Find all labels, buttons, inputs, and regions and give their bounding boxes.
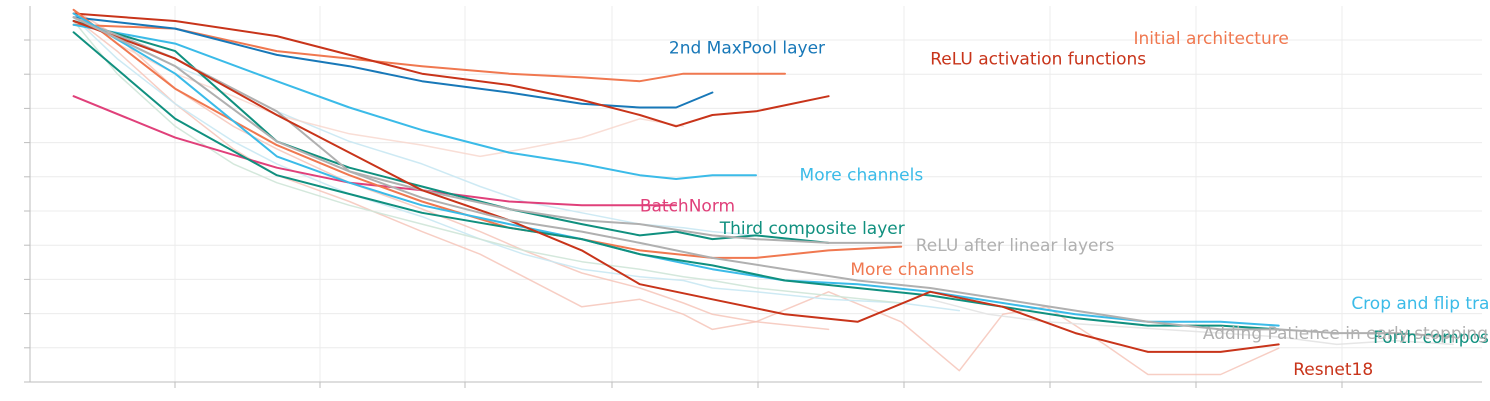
series-label-forth-composite-layer: Forth composite layer: [1373, 328, 1490, 348]
background-series: [72, 9, 1454, 376]
series-line-more-channels: [72, 23, 757, 180]
series-line-third-composite-layer: [72, 20, 830, 244]
series-line-faded-14: [72, 16, 961, 312]
series-line-initial-architecture: [72, 23, 786, 83]
series-label-batchnorm: BatchNorm: [640, 196, 735, 216]
series-line-forth-composite-layer: [72, 31, 1280, 331]
series-labels: Initial architecture 2nd MaxPool layer ReL…: [640, 29, 1490, 380]
series-label-third-composite-layer: Third composite layer: [719, 219, 905, 239]
series-label-initial-architecture: Initial architecture: [1134, 29, 1289, 49]
series-line-faded-16: [72, 20, 902, 304]
series-line-relu-activation-functions: [72, 12, 830, 128]
series-label-more-channels: More channels: [850, 260, 974, 280]
axes: [24, 6, 1482, 388]
series-label-relu-after-linear-layers: ReLU after linear layers: [916, 236, 1115, 256]
series-label-2nd-maxpool-layer: 2nd MaxPool layer: [669, 38, 825, 58]
series-line-batchnorm: [72, 95, 678, 207]
series-label-resnet18: Resnet18: [1293, 360, 1373, 380]
series-line-resnet18: [72, 20, 1280, 353]
series-line-adding-patience-in-early-stopping: [72, 16, 1454, 338]
series-line-crop-and-flip-transformations: [72, 12, 1280, 327]
labeled-series: [72, 8, 1454, 353]
series-label-more-channels: More channels: [800, 165, 924, 185]
series-line-faded-15: [72, 12, 757, 237]
series-line-faded-17: [929, 298, 1454, 346]
series-line-faded-12: [72, 9, 830, 331]
series-line-relu-after-linear-layers: [72, 16, 903, 244]
series-label-adding-patience-in-early-stopping: Adding Patience in early stopping: [1203, 324, 1488, 344]
series-line-2nd-maxpool-layer: [72, 16, 714, 109]
series-label-crop-and-flip-transformations: Crop and flip transformations: [1351, 294, 1490, 314]
series-label-relu-activation-functions: ReLU activation functions: [930, 50, 1146, 70]
